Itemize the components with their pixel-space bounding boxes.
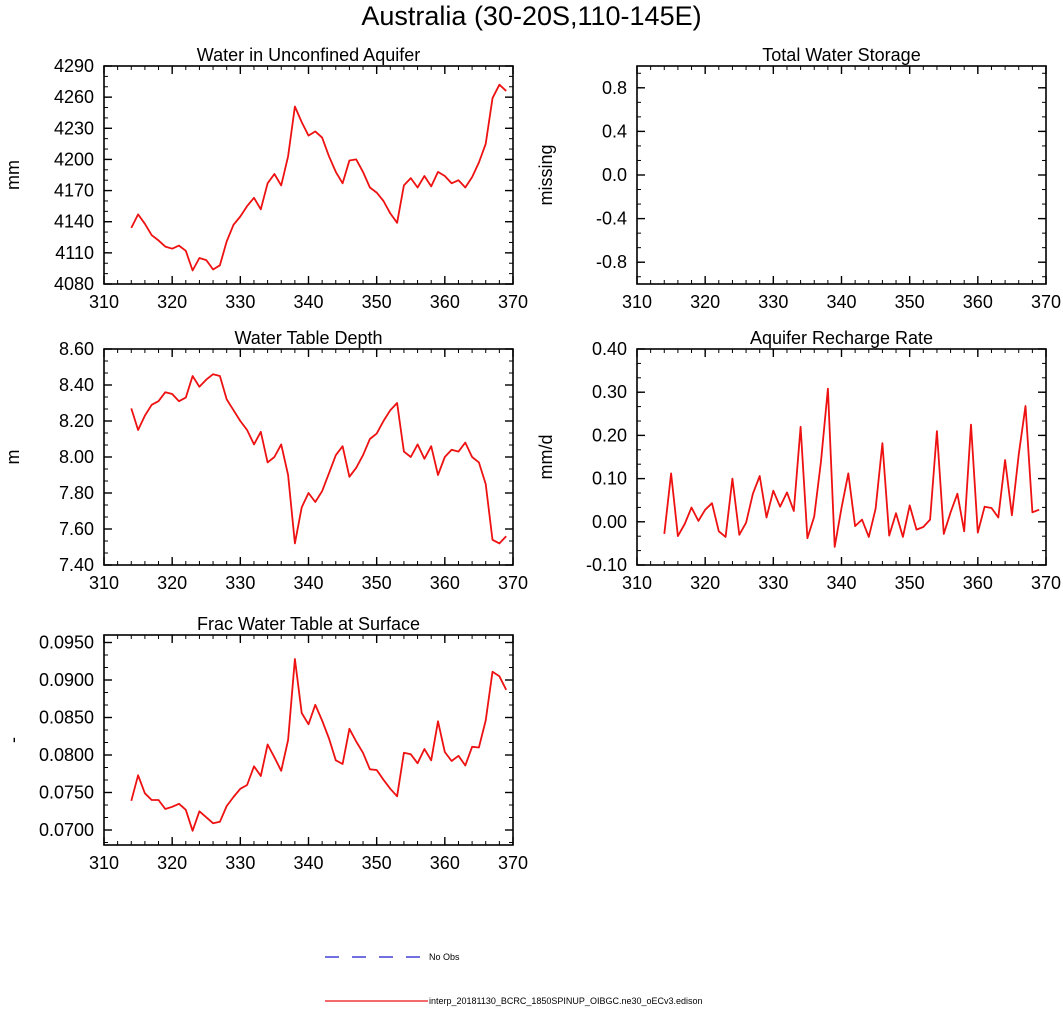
panel-title: Water Table Depth bbox=[234, 328, 382, 348]
y-tick-label: 0.20 bbox=[592, 425, 627, 445]
plot-frame bbox=[103, 348, 514, 566]
series-line-wtd bbox=[130, 373, 507, 545]
x-tick-label: 370 bbox=[498, 573, 528, 593]
y-axis-label: mm bbox=[3, 160, 23, 190]
y-tick-label: -0.8 bbox=[596, 252, 627, 272]
y-tick-label: 4140 bbox=[54, 212, 94, 232]
x-tick-label: 330 bbox=[758, 292, 788, 312]
plot-frame bbox=[636, 348, 1047, 566]
y-tick-label: 8.20 bbox=[59, 411, 94, 431]
panel-title: Total Water Storage bbox=[762, 45, 920, 65]
x-tick-label: 370 bbox=[1031, 573, 1061, 593]
y-tick-label: 7.80 bbox=[59, 483, 94, 503]
y-tick-label: 4260 bbox=[54, 87, 94, 107]
x-tick-label: 330 bbox=[758, 573, 788, 593]
y-axis-label: mm/d bbox=[536, 435, 556, 480]
y-tick-label: 0.0900 bbox=[39, 670, 94, 690]
x-tick-label: 330 bbox=[225, 292, 255, 312]
x-tick-label: 340 bbox=[826, 573, 856, 593]
y-tick-label: 0.0750 bbox=[39, 783, 94, 803]
x-tick-label: 320 bbox=[690, 573, 720, 593]
y-tick-label: 0.10 bbox=[592, 469, 627, 489]
x-tick-label: 360 bbox=[963, 292, 993, 312]
y-tick-label: 7.60 bbox=[59, 519, 94, 539]
panel-title: Aquifer Recharge Rate bbox=[750, 328, 933, 348]
x-tick-label: 320 bbox=[157, 573, 187, 593]
x-tick-label: 370 bbox=[498, 853, 528, 873]
plot-frame bbox=[103, 65, 514, 285]
y-tick-label: 0.40 bbox=[592, 339, 627, 359]
plot-frame bbox=[103, 634, 514, 846]
y-axis-label: m bbox=[3, 450, 23, 465]
y-axis-label: missing bbox=[536, 144, 556, 205]
y-tick-label: 0.30 bbox=[592, 382, 627, 402]
x-tick-label: 320 bbox=[690, 292, 720, 312]
panel-wtd: Water Table Depth m 310 320 330 340 350 360 370 7… bbox=[3, 328, 528, 593]
x-tick-label: 350 bbox=[895, 573, 925, 593]
series-line-unconfined bbox=[130, 83, 507, 272]
x-tick-label: 310 bbox=[89, 853, 119, 873]
x-tick-label: 340 bbox=[293, 292, 323, 312]
y-tick-label: 0.0800 bbox=[39, 745, 94, 765]
x-tick-label: 360 bbox=[430, 292, 460, 312]
y-tick-label: -0.10 bbox=[586, 555, 627, 575]
y-tick-label: 4230 bbox=[54, 118, 94, 138]
x-tick-label: 370 bbox=[1031, 292, 1061, 312]
y-tick-label: 8.60 bbox=[59, 339, 94, 359]
panel-title: Water in Unconfined Aquifer bbox=[197, 45, 420, 65]
legend: No Obs interp_20181130_BCRC_1850SPINUP_O… bbox=[325, 952, 703, 1006]
y-tick-label: 0.0 bbox=[602, 165, 627, 185]
x-tick-label: 350 bbox=[362, 853, 392, 873]
y-tick-label: 8.00 bbox=[59, 447, 94, 467]
y-tick-label: 0.0950 bbox=[39, 633, 94, 653]
y-tick-label: 7.40 bbox=[59, 555, 94, 575]
panel-tws: Total Water Storage missing 310 320 330 340 35… bbox=[536, 45, 1061, 312]
x-tick-label: 310 bbox=[622, 573, 652, 593]
x-tick-label: 310 bbox=[89, 573, 119, 593]
y-tick-label: 4080 bbox=[54, 274, 94, 294]
series-line-recharge bbox=[663, 387, 1040, 548]
x-tick-label: 310 bbox=[622, 292, 652, 312]
x-tick-label: 360 bbox=[430, 853, 460, 873]
y-axis-label: - bbox=[3, 737, 23, 743]
y-tick-label: 0.8 bbox=[602, 78, 627, 98]
y-tick-label: -0.4 bbox=[596, 209, 627, 229]
plot-frame bbox=[636, 65, 1047, 285]
x-tick-label: 360 bbox=[963, 573, 993, 593]
panel-recharge: Aquifer Recharge Rate mm/d 310 320 330 340 350… bbox=[536, 328, 1061, 593]
y-tick-label: 4170 bbox=[54, 181, 94, 201]
x-tick-label: 360 bbox=[430, 573, 460, 593]
y-tick-label: 0.00 bbox=[592, 512, 627, 532]
legend-obs-label: No Obs bbox=[429, 952, 460, 962]
x-tick-label: 350 bbox=[895, 292, 925, 312]
y-tick-label: 4290 bbox=[54, 56, 94, 76]
x-tick-label: 310 bbox=[89, 292, 119, 312]
series-line-frac bbox=[130, 658, 508, 832]
panel-unconfined: Water in Unconfined Aquifer mm 310 320 330 34… bbox=[3, 45, 528, 312]
figure-title: Australia (30-20S,110-145E) bbox=[361, 1, 702, 31]
x-tick-label: 350 bbox=[362, 292, 392, 312]
panel-title: Frac Water Table at Surface bbox=[197, 614, 420, 634]
x-tick-label: 320 bbox=[157, 853, 187, 873]
x-tick-label: 350 bbox=[362, 573, 392, 593]
x-tick-label: 330 bbox=[225, 853, 255, 873]
y-tick-label: 0.4 bbox=[602, 121, 627, 141]
panel-frac: Frac Water Table at Surface - 310 320 330 340… bbox=[3, 614, 528, 873]
x-tick-label: 340 bbox=[826, 292, 856, 312]
x-tick-label: 370 bbox=[498, 292, 528, 312]
y-tick-label: 0.0700 bbox=[39, 820, 94, 840]
x-tick-label: 320 bbox=[157, 292, 187, 312]
y-tick-label: 8.40 bbox=[59, 375, 94, 395]
y-tick-label: 4110 bbox=[55, 243, 94, 263]
x-tick-label: 340 bbox=[293, 573, 323, 593]
x-tick-label: 340 bbox=[293, 853, 323, 873]
y-tick-label: 4200 bbox=[54, 149, 94, 169]
x-tick-label: 330 bbox=[225, 573, 255, 593]
legend-model-label: interp_20181130_BCRC_1850SPINUP_OIBGC.ne… bbox=[429, 996, 703, 1006]
y-tick-label: 0.0850 bbox=[39, 708, 94, 728]
